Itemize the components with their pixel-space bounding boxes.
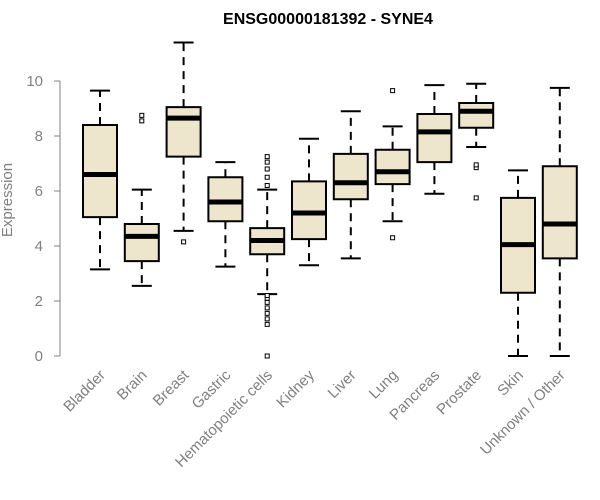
outlier-point xyxy=(473,162,479,168)
outlier-point xyxy=(139,112,145,118)
outlier-point xyxy=(473,195,479,201)
outlier-point xyxy=(264,159,270,165)
category-label: Bladder xyxy=(60,367,109,416)
box-group xyxy=(291,137,327,267)
y-tick-label: 4 xyxy=(35,238,43,255)
outlier-point xyxy=(264,353,270,359)
iqr-box xyxy=(332,152,369,201)
category-label: Prostate xyxy=(433,367,485,419)
box-group xyxy=(458,82,495,201)
category-label: Lung xyxy=(366,367,402,403)
iqr-box xyxy=(541,165,578,260)
category-label: Brain xyxy=(114,367,151,404)
iqr-box xyxy=(458,102,495,129)
outlier-point xyxy=(139,118,145,124)
iqr-box xyxy=(374,148,411,186)
outlier-point xyxy=(264,166,270,172)
outlier-point xyxy=(264,316,270,322)
category-label: Kidney xyxy=(273,366,318,411)
outlier-point xyxy=(181,239,187,245)
y-tick-label: 10 xyxy=(26,73,43,90)
outlier-point xyxy=(264,299,270,305)
y-tick-label: 0 xyxy=(35,348,43,365)
box-group xyxy=(500,169,536,357)
iqr-box xyxy=(123,223,160,263)
outlier-point xyxy=(264,305,270,311)
box-group xyxy=(123,112,160,287)
outlier-point xyxy=(264,293,270,298)
y-axis: 0 2 4 6 8 10 xyxy=(26,73,61,365)
iqr-box xyxy=(416,113,453,164)
outlier-point xyxy=(264,174,270,180)
box-group xyxy=(374,88,411,241)
box-group xyxy=(416,84,453,195)
box-group xyxy=(165,41,202,245)
category-label: Liver xyxy=(325,367,360,402)
outlier-point xyxy=(390,88,396,94)
box-group xyxy=(541,86,578,357)
outlier-point xyxy=(264,154,270,160)
category-label: Breast xyxy=(150,366,193,409)
box-group xyxy=(249,154,286,359)
y-tick-label: 6 xyxy=(35,183,43,200)
iqr-box xyxy=(207,176,244,223)
iqr-box xyxy=(165,106,202,158)
iqr-box xyxy=(291,180,327,241)
y-tick-label: 2 xyxy=(35,293,43,310)
box-group xyxy=(332,110,369,260)
boxes xyxy=(82,41,578,359)
iqr-box xyxy=(82,124,118,219)
category-label: Skin xyxy=(494,367,527,400)
y-axis-title: Expression xyxy=(0,163,16,237)
outlier-point xyxy=(264,183,270,188)
chart-title: ENSG00000181392 - SYNE4 xyxy=(223,11,433,28)
box-group xyxy=(207,161,244,268)
outlier-point xyxy=(264,310,270,316)
outlier-point xyxy=(264,321,270,327)
y-tick-label: 8 xyxy=(35,128,43,145)
box-group xyxy=(82,89,118,271)
outlier-point xyxy=(390,235,396,241)
